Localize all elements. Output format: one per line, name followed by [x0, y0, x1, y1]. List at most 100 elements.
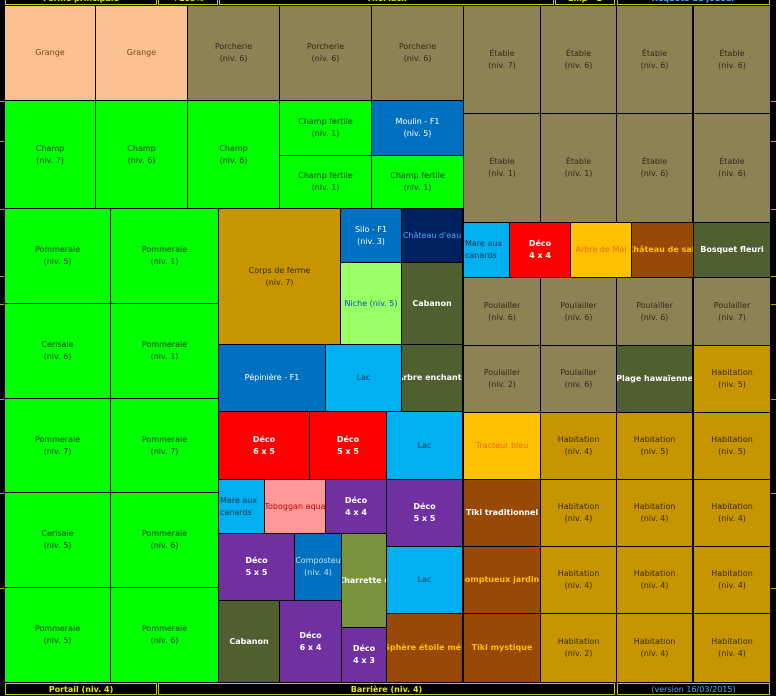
tile-level: (niv. 7) [36, 155, 64, 165]
building-tile: Composteu (niv. 4) [295, 534, 341, 600]
building-tile: Champ (niv. 6) [96, 101, 187, 208]
building-tile: Porcherie (niv. 6) [188, 6, 279, 100]
tile-name: Habitation [633, 435, 676, 444]
tile-name: Pommeraie [34, 624, 81, 633]
tile-name: Habitation [633, 569, 676, 578]
building-tile: Pommeraie (niv. 1) [111, 209, 218, 303]
tile-name: Lac [417, 440, 432, 450]
tile-level: (niv. 1) [150, 257, 179, 266]
tile-level: (niv. 3) [357, 236, 385, 246]
tile-name: Habitation [711, 368, 753, 377]
edge-line [0, 493, 4, 494]
building-tile: Habitation (niv. 4) [617, 547, 692, 613]
tile-level: (niv. 6) [564, 380, 593, 389]
header-text: Emp - 1 [568, 0, 602, 3]
tile-name: Silo - F1 [354, 224, 388, 234]
building-tile: Somptueux jardin j [464, 547, 540, 613]
tile-name: Toboggan aqua [265, 501, 325, 511]
edge-line [771, 141, 776, 142]
tile-level: (niv. 1) [311, 129, 340, 138]
tile-level: 4 x 4 [345, 507, 367, 517]
tile-level: (niv. 5) [718, 447, 746, 456]
building-tile: Pommeraie (niv. 7) [111, 399, 218, 492]
building-tile: Étable (niv. 6) [541, 6, 616, 113]
building-tile: Champ (niv. 6) [188, 101, 279, 208]
building-tile: Habitation (niv. 5) [694, 413, 770, 479]
tile-name: Habitation [557, 435, 600, 444]
building-tile: Déco 4 x 4 [326, 480, 386, 533]
tile-level: (niv. 1) [403, 183, 432, 192]
building-tile: Mare aux canards [464, 223, 509, 277]
footer-cell: (version 16/03/2015) [617, 683, 770, 695]
building-tile: Étable (niv. 1) [541, 114, 616, 222]
tile-level: (niv. 4) [564, 514, 593, 523]
building-tile: Étable (niv. 6) [617, 6, 692, 113]
tile-name: Composteu [295, 556, 341, 565]
tile-name: Corps de ferme [248, 265, 311, 275]
building-tile: Étable (niv. 6) [694, 114, 770, 222]
edge-line [0, 304, 4, 305]
tile-level: 5 x 5 [413, 514, 436, 523]
footer-cell: Barrière (niv. 4) [158, 683, 615, 695]
tile-level: (niv. 4) [640, 581, 669, 590]
tile-level: (niv. 6) [718, 60, 746, 70]
edge-line [771, 493, 776, 494]
tile-level: (niv. 7) [265, 277, 294, 287]
tile-level: (niv. 7) [718, 312, 746, 322]
tile-name: Étable [489, 157, 515, 166]
tile-name: Poulailler [483, 368, 521, 377]
tile-name: Cabanon [412, 298, 452, 308]
header-cell: Requête du joueur [617, 0, 770, 5]
tile-level: 4 x 3 [353, 656, 375, 665]
footer-text: (version 16/03/2015) [651, 684, 736, 694]
tile-name: Étable [719, 48, 745, 58]
tile-name: Bosquet fleuri [700, 245, 764, 254]
building-tile: Arbre enchanté [402, 345, 462, 411]
header-text: TheMack [367, 0, 407, 3]
building-tile: Bosquet fleuri [694, 223, 770, 277]
tile-name: Étable [565, 48, 592, 58]
tile-name: Porcherie [214, 42, 253, 51]
building-tile: Habitation (niv. 5) [694, 346, 770, 412]
building-tile: Habitation (niv. 5) [617, 413, 692, 479]
tile-name: Habitation [633, 502, 676, 511]
tile-level: (niv. 6) [718, 169, 746, 178]
edge-line [771, 588, 776, 589]
building-tile: Habitation (niv. 4) [617, 614, 692, 682]
tile-name: Mare aux canards [220, 495, 258, 517]
building-tile: Lac [387, 547, 462, 613]
building-tile: Étable (niv. 6) [694, 6, 770, 113]
tile-name: Arbre enchanté [402, 373, 462, 382]
tile-name: Château de sab [632, 245, 693, 254]
footer-cell: Portail (niv. 4) [5, 683, 157, 695]
building-tile: Cerisaie (niv. 6) [5, 304, 110, 398]
tile-level: (niv. 7) [150, 446, 179, 456]
edge-line [771, 276, 776, 277]
tile-name: Habitation [633, 637, 676, 646]
tile-name: Porcherie [398, 42, 437, 51]
tile-name: Sphère étoile mét [387, 643, 462, 652]
tile-name: Habitation [711, 569, 753, 578]
building-tile: Habitation (niv. 4) [694, 614, 770, 682]
tile-name: Pommeraie [141, 245, 188, 254]
building-tile: Silo - F1 (niv. 3) [341, 209, 401, 262]
building-tile: Mare aux canards [219, 480, 264, 533]
header-cell: +103% [158, 0, 218, 5]
tile-name: Charrette e [342, 575, 386, 585]
tile-level: (niv. 4) [304, 568, 332, 577]
tile-name: Étable [641, 157, 668, 166]
tile-level: (niv. 6) [640, 169, 669, 178]
tile-level: (niv. 6) [150, 636, 179, 645]
tile-name: Tiki traditionnel [465, 508, 539, 517]
tile-name: Tracteur bleu [475, 441, 529, 450]
tile-name: Porcherie [306, 42, 345, 51]
tile-name: Habitation [557, 502, 600, 511]
building-tile: Déco 4 x 3 [342, 628, 386, 682]
tile-level: (niv. 5) [43, 257, 72, 266]
tile-name: Grange [126, 48, 157, 57]
tile-level: (niv. 6) [640, 60, 669, 70]
tile-name: Champ [35, 143, 65, 153]
tile-level: 6 x 4 [299, 642, 322, 652]
tile-level: (niv. 4) [718, 581, 746, 590]
